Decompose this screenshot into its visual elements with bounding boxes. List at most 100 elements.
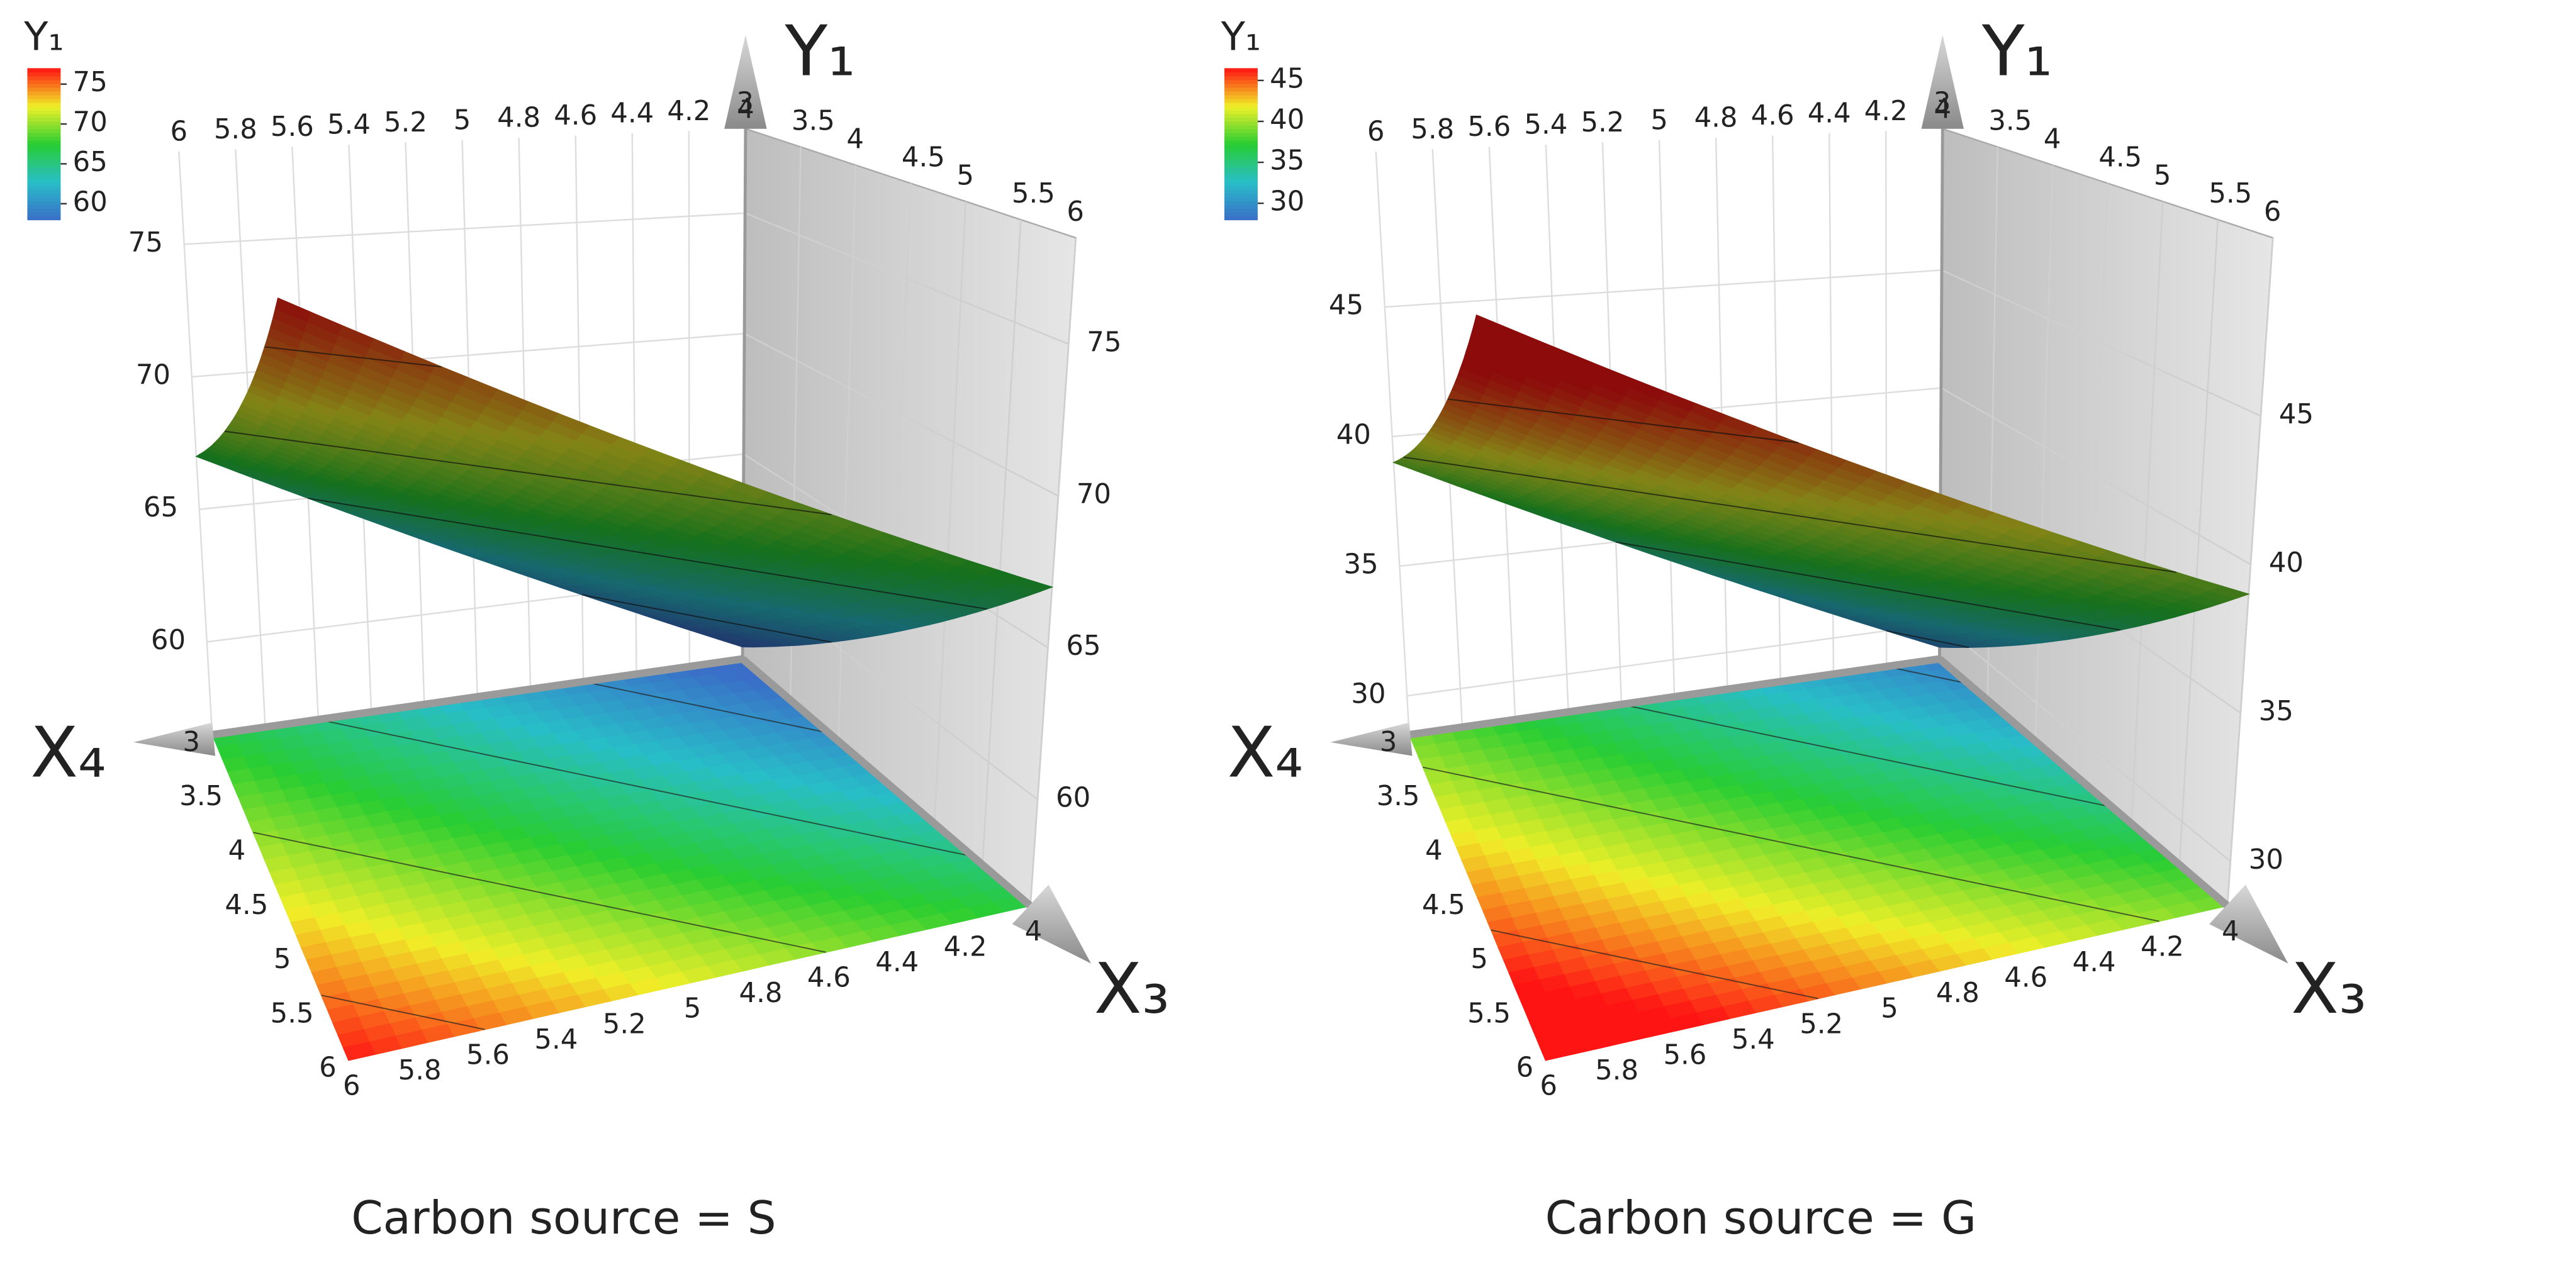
x3-tick-label: 4 xyxy=(1025,916,1043,947)
x4-tick-label: 4 xyxy=(2044,123,2061,155)
grid-line xyxy=(184,212,746,245)
y1-tick-label: 60 xyxy=(151,625,186,656)
colorbar-step xyxy=(27,181,61,186)
colorbar-title: Y₁ xyxy=(23,14,64,60)
colorbar-step xyxy=(1224,147,1258,152)
x3-tick-label: 4.2 xyxy=(667,96,710,127)
x4-tick-label: 4.5 xyxy=(902,142,945,173)
chart-panel: X₄ Y₁ X₃ 4 4 4.2 4.2 4.4 4.4 4.6 4.6 4.8 4.8 5 5 5.2 5.2… xyxy=(1221,11,2367,1245)
grid-line xyxy=(744,212,1069,345)
x4-tick-label: 5.5 xyxy=(271,998,314,1029)
colorbar-step xyxy=(1224,162,1258,167)
grid-line xyxy=(1771,135,1781,682)
colorbar-step xyxy=(27,174,61,179)
x3-axis-label: X₃ xyxy=(2291,949,2366,1030)
colorbar-step xyxy=(27,159,61,164)
colorbar-step xyxy=(1224,204,1258,209)
colorbar-step xyxy=(1224,72,1258,77)
x3-tick-label: 4.6 xyxy=(1751,100,1795,131)
y1-tick-label: 45 xyxy=(2279,399,2314,430)
colorbar-title: Y₁ xyxy=(1221,14,1261,60)
x3-tick-label: 4.4 xyxy=(1808,98,1851,130)
grid-line xyxy=(1940,387,2251,566)
x4-tick-label: 5.5 xyxy=(2209,178,2252,209)
x4-tick-label: 4 xyxy=(1425,835,1443,866)
colorbar-step xyxy=(1224,151,1258,156)
x3-tick-label: 6 xyxy=(343,1071,361,1102)
grid-line xyxy=(1939,623,2231,862)
surface-contour xyxy=(582,594,832,643)
colorbar-step xyxy=(1224,212,1258,217)
colorbar-step xyxy=(1224,113,1258,118)
x3-tick-label: 5.6 xyxy=(1467,111,1511,143)
colorbar-step xyxy=(1224,106,1258,111)
x3-tick-label: 4.4 xyxy=(875,947,919,978)
x3-tick-label: 4.8 xyxy=(1936,978,1980,1009)
colorbar-step xyxy=(1224,185,1258,190)
grid-line xyxy=(1029,237,1077,906)
y1-tick-label: 35 xyxy=(1343,549,1378,581)
x3-tick-label: 5.4 xyxy=(327,109,371,141)
x4-tick-label: 3.5 xyxy=(792,106,835,137)
x3-tick-label: 4.4 xyxy=(610,98,654,130)
x4-tick-label: 3 xyxy=(1380,727,1397,758)
grid-line xyxy=(1406,623,1940,697)
colorbar-step xyxy=(27,75,61,81)
y1-arrow xyxy=(724,35,767,129)
x4-tick-label: 4.5 xyxy=(1422,889,1465,921)
x3-tick-label: 5.2 xyxy=(603,1008,646,1040)
colorbar-tick-label: 30 xyxy=(1270,186,1304,218)
colorbar-step xyxy=(1224,128,1258,133)
floor-patch xyxy=(342,1041,376,1061)
surface-contour xyxy=(264,346,442,368)
colorbar-step xyxy=(1224,170,1258,175)
grid-line xyxy=(837,165,857,742)
floor-contour-map xyxy=(211,658,1032,1061)
y1-tick-label: 30 xyxy=(1351,679,1386,710)
x4-tick-label: 3.5 xyxy=(1988,106,2032,137)
x3-tick-label: 4 xyxy=(2222,916,2239,947)
grid-line xyxy=(1375,151,1410,735)
colorbar-step xyxy=(27,216,61,221)
y1-axis-label: Y₁ xyxy=(1981,11,2052,92)
colorbar-step xyxy=(27,166,61,171)
colorbar-step xyxy=(1224,181,1258,186)
x3-arrow xyxy=(1012,884,1091,964)
colorbar-step xyxy=(27,91,61,96)
y1-tick-label: 65 xyxy=(1066,630,1100,662)
x4-tick-label: 6 xyxy=(1067,196,1084,228)
colorbar-step xyxy=(27,193,61,198)
x3-tick-label: 4.2 xyxy=(944,931,987,962)
colorbar-step xyxy=(27,185,61,190)
colorbar-step xyxy=(1224,174,1258,179)
colorbar-step xyxy=(1224,75,1258,81)
x4-tick-label: 5 xyxy=(956,160,974,191)
x3-tick-label: 4.2 xyxy=(1864,96,1908,127)
grid-line xyxy=(1384,269,1942,308)
x3-tick-label: 5.6 xyxy=(1663,1039,1706,1071)
x3-tick-label: 5 xyxy=(454,104,471,136)
grid-line xyxy=(982,220,1022,865)
x3-axis-label: X₃ xyxy=(1094,949,1170,1030)
response-surface xyxy=(195,297,1054,648)
grid-line xyxy=(2131,201,2164,824)
x3-tick-label: 4.8 xyxy=(1694,103,1738,134)
x3-tick-label: 5 xyxy=(684,993,702,1025)
x3-tick-label: 5.4 xyxy=(1524,109,1567,141)
x3-tick-label: 5.2 xyxy=(384,107,427,138)
colorbar xyxy=(1224,68,1258,221)
colorbar-tick-label: 45 xyxy=(1270,63,1304,94)
grid-line xyxy=(574,135,585,682)
colorbar-step xyxy=(27,79,61,84)
colorbar-step xyxy=(27,162,61,167)
x3-tick-label: 5.4 xyxy=(1732,1024,1775,1056)
x4-axis-label: X₄ xyxy=(30,712,106,793)
grid-line xyxy=(2226,237,2274,906)
x4-arrow xyxy=(1330,722,1413,756)
grid-line xyxy=(2034,165,2054,742)
colorbar-step xyxy=(1224,102,1258,107)
surface-patch xyxy=(275,297,311,323)
colorbar-step xyxy=(1224,136,1258,141)
colorbar-step xyxy=(27,128,61,133)
grid-line xyxy=(2083,183,2109,783)
